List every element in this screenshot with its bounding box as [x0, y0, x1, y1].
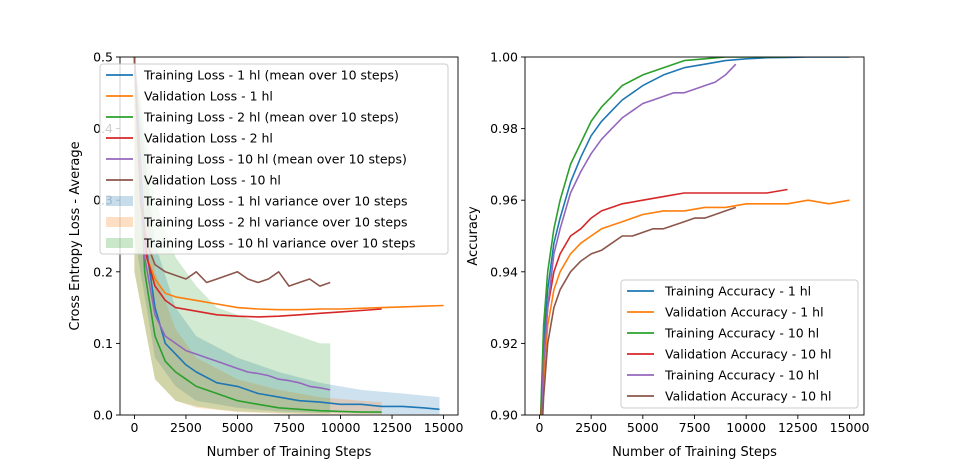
- y-tick-label-2: 0.94: [490, 264, 518, 279]
- y-axis-label: Cross Entropy Loss - Average: [68, 141, 83, 330]
- legend-label-0: Training Accuracy - 1 hl: [664, 284, 811, 299]
- y-tick-label-1: 0.92: [490, 336, 518, 351]
- y-tick-label-2: 0.2: [93, 264, 113, 279]
- x-tick-label-5: 12500: [778, 420, 818, 435]
- legend: Training Loss - 1 hl (mean over 10 steps…: [99, 63, 449, 255]
- legend-label-8: Training Loss - 10 hl variance over 10 s…: [143, 236, 415, 251]
- accuracy-chart: 0 2500 5000 7500 10000 12500 15000 0.90 0.92 0.94…: [466, 50, 870, 461]
- legend-label-1: Validation Loss - 1 hl: [144, 89, 273, 104]
- x-tick-label-0: 0: [535, 420, 543, 435]
- legend-label-2: Training Loss - 2 hl (mean over 10 steps…: [143, 110, 399, 125]
- y-tick-label-5: 1.00: [490, 50, 518, 65]
- x-tick-label-6: 15000: [830, 420, 870, 435]
- series-line-2: [539, 57, 788, 415]
- series-line-3: [133, 57, 382, 318]
- legend-swatch-8: [106, 238, 133, 248]
- series-line-5: [541, 206, 737, 415]
- x-tick-label-1: 2500: [170, 420, 202, 435]
- legend-label-4: Training Accuracy - 10 hl: [664, 368, 819, 383]
- x-tick-label-5: 12500: [372, 420, 412, 435]
- legend-label-7: Training Loss - 2 hl variance over 10 st…: [143, 215, 408, 230]
- plot-area: [539, 57, 850, 415]
- x-tick-label-4: 10000: [726, 420, 766, 435]
- legend-label-3: Validation Accuracy - 10 hl: [665, 347, 832, 362]
- x-tick-label-3: 7500: [679, 420, 711, 435]
- legend-box: [99, 63, 449, 255]
- legend-label-6: Training Loss - 1 hl variance over 10 st…: [143, 194, 408, 209]
- y-tick-label-0: 0.0: [93, 408, 113, 423]
- legend-swatch-7: [106, 217, 133, 227]
- legend-label-4: Training Loss - 10 hl (mean over 10 step…: [143, 152, 407, 167]
- plot-area: [133, 57, 444, 415]
- series-line-4: [541, 63, 737, 415]
- x-axis-label: Number of Training Steps: [612, 445, 777, 460]
- x-tick-label-2: 5000: [222, 420, 254, 435]
- legend-label-3: Validation Loss - 2 hl: [144, 131, 273, 146]
- series-line-2: [133, 57, 382, 413]
- legend-swatch-6: [106, 196, 133, 206]
- y-axis-label: Accuracy: [466, 206, 481, 266]
- y-tick-label-3: 0.96: [490, 193, 518, 208]
- x-tick-label-6: 15000: [424, 420, 464, 435]
- x-tick-label-4: 10000: [321, 420, 361, 435]
- y-tick-label-4: 0.98: [490, 121, 518, 136]
- legend-label-5: Validation Accuracy - 10 hl: [665, 389, 832, 404]
- legend: Training Accuracy - 1 hl Validation Accur…: [620, 279, 859, 409]
- x-axis-label: Number of Training Steps: [207, 445, 372, 460]
- series-line-4: [133, 57, 331, 391]
- legend-box: [620, 279, 859, 409]
- y-tick-label-0: 0.90: [490, 408, 518, 423]
- series-line-1: [541, 199, 850, 415]
- y-tick-label-1: 0.1: [93, 336, 113, 351]
- x-tick-label-3: 7500: [273, 420, 305, 435]
- band-7: [134, 57, 382, 415]
- x-tick-label-2: 5000: [627, 420, 659, 435]
- legend-label-1: Validation Accuracy - 1 hl: [665, 305, 824, 320]
- legend-label-2: Training Accuracy - 10 hl: [664, 326, 819, 341]
- series-line-5: [133, 57, 331, 287]
- series-line-0: [133, 57, 440, 411]
- x-tick-label-0: 0: [130, 420, 138, 435]
- band-8: [134, 57, 331, 414]
- x-tick-label-1: 2500: [575, 420, 607, 435]
- loss-chart: 02500500075001000012500150000.00.10.20.3…: [68, 50, 464, 461]
- legend-label-5: Validation Loss - 10 hl: [144, 173, 281, 188]
- legend-label-0: Training Loss - 1 hl (mean over 10 steps…: [143, 68, 399, 83]
- series-line-1: [133, 57, 444, 311]
- y-tick-label-5: 0.5: [93, 50, 113, 65]
- series-line-3: [540, 188, 788, 415]
